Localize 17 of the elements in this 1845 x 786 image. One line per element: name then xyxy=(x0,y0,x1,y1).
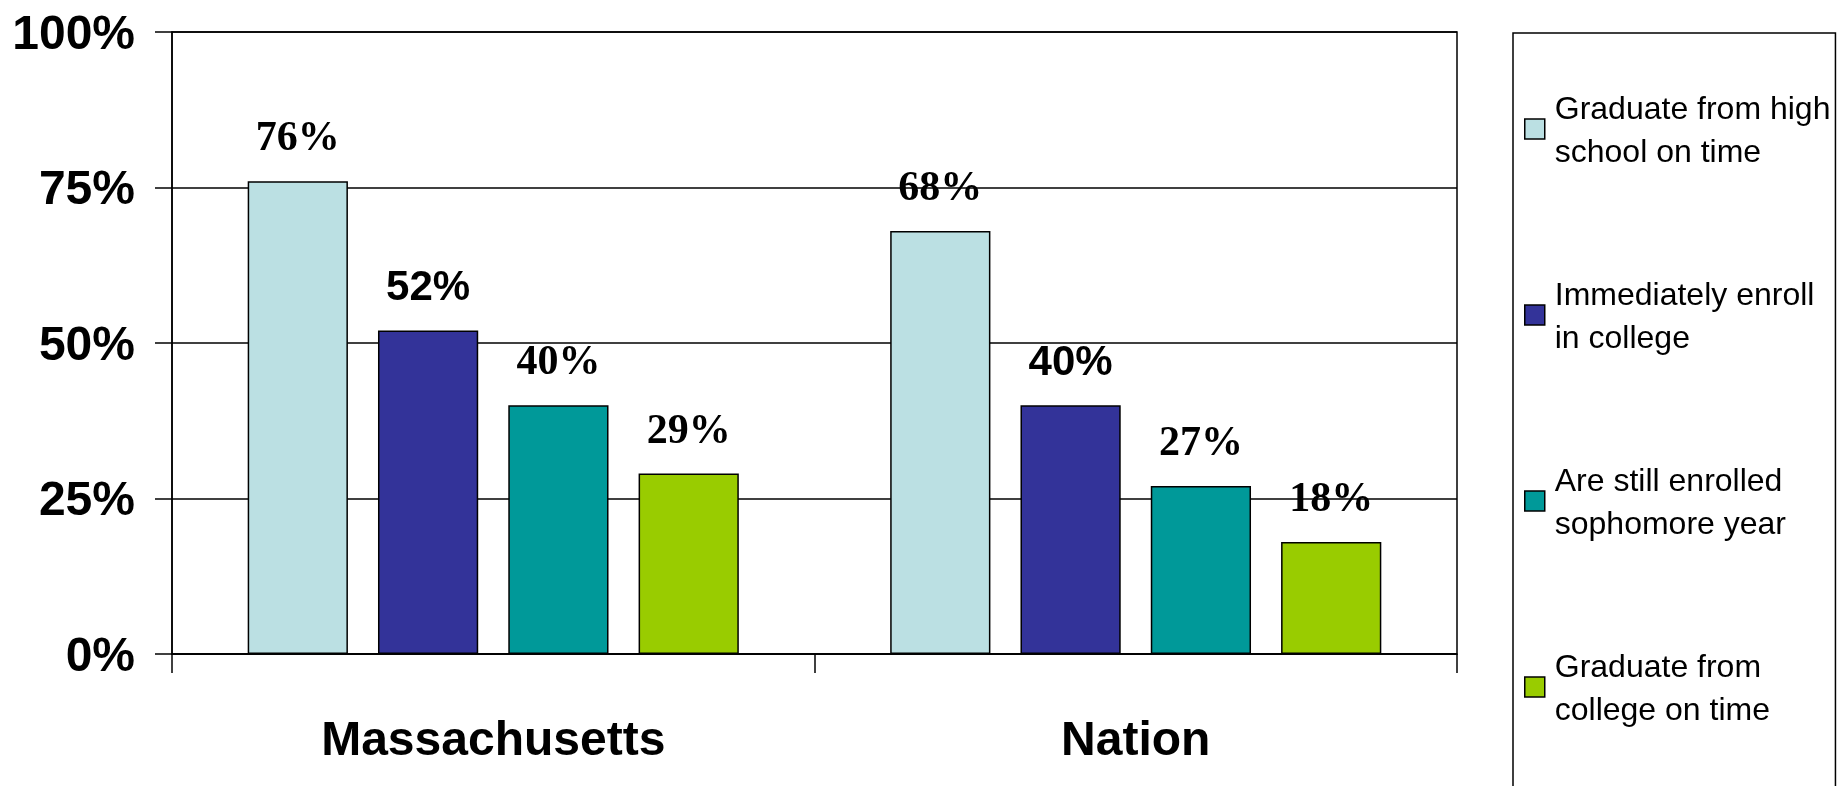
legend-label: Graduate from college on time xyxy=(1554,647,1770,727)
data-label: 27% xyxy=(1158,418,1243,465)
legend-label: Graduate from high school on time xyxy=(1554,89,1831,169)
data-label: 40% xyxy=(516,337,601,384)
y-tick-label: 50% xyxy=(38,316,135,370)
data-label: 29% xyxy=(646,405,731,452)
x-tick-label: Massachusetts xyxy=(321,711,666,765)
data-label: 76% xyxy=(255,113,340,160)
y-tick-label: 100% xyxy=(12,5,135,59)
legend-label: Are still enrolled sophomore year xyxy=(1554,461,1787,541)
data-label: 52% xyxy=(386,262,471,310)
data-label: 40% xyxy=(1028,336,1113,384)
y-tick-label: 0% xyxy=(65,627,135,681)
y-tick-label: 75% xyxy=(38,161,135,214)
legend-label: Immediately enroll in college xyxy=(1554,275,1815,355)
x-tick-label: Nation xyxy=(1061,711,1211,765)
y-tick-label: 25% xyxy=(38,472,135,525)
